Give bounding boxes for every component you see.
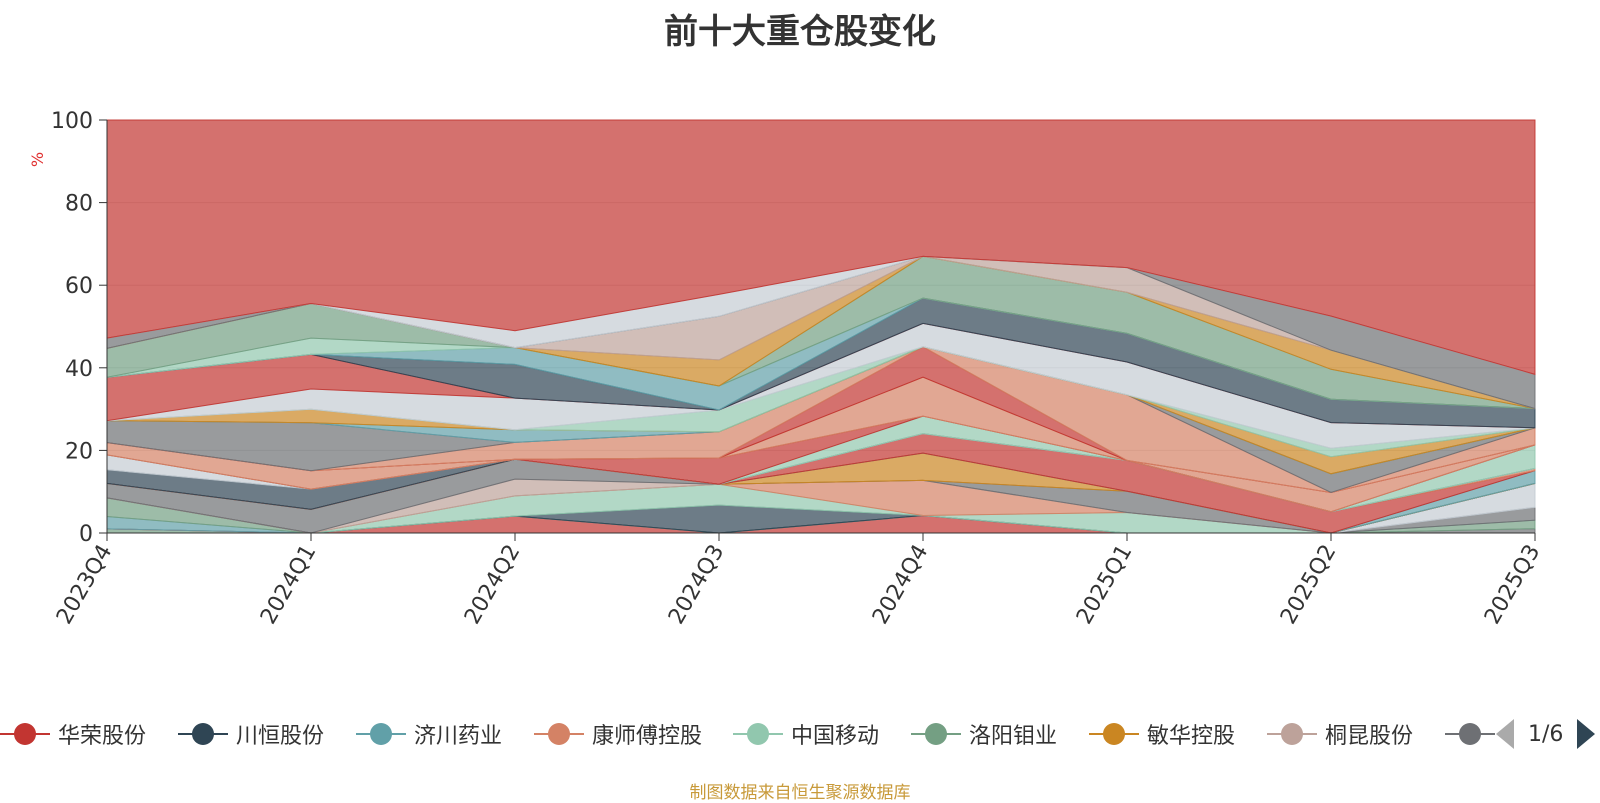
legend-label: 川恒股份 — [236, 724, 325, 749]
legend-label: 康师傅控股 — [592, 724, 703, 749]
legend-item[interactable]: 洛阳钼业 — [911, 716, 1057, 752]
legend-label: 济川药业 — [414, 724, 503, 749]
legend-marker-icon — [1089, 722, 1139, 746]
data-source-note: 制图数据来自恒生聚源数据库 — [689, 783, 911, 803]
legend-marker-icon — [0, 722, 50, 746]
y-tick-label: 40 — [65, 357, 93, 382]
legend-item[interactable]: 华荣股份 — [0, 716, 146, 752]
legend-next-arrow-icon[interactable] — [1577, 719, 1596, 749]
x-tick-label: 2024Q3 — [664, 541, 729, 629]
area-series — [106, 119, 1536, 534]
legend-label: 敏华控股 — [1147, 724, 1236, 749]
legend-label: 中国移动 — [791, 724, 880, 749]
x-tick-label: 2023Q4 — [52, 541, 117, 629]
y-tick-label: 0 — [79, 522, 93, 547]
legend-prev-arrow-icon[interactable] — [1496, 719, 1514, 749]
legend-label: 华荣股份 — [58, 724, 147, 749]
x-tick-label: 2025Q3 — [1480, 541, 1545, 629]
legend-item[interactable]: 敏华控股 — [1089, 716, 1235, 752]
legend-marker-icon — [534, 722, 584, 746]
legend-label: 桐昆股份 — [1325, 724, 1414, 749]
x-tick-label: 2024Q1 — [256, 541, 321, 629]
y-tick-label: 100 — [51, 109, 93, 134]
chart-title: 前十大重仓股变化 — [664, 12, 936, 52]
legend-item[interactable]: 中国移动 — [733, 716, 879, 752]
legend-marker-icon — [178, 722, 228, 746]
legend-marker-icon — [1445, 722, 1495, 746]
y-axis-label: % — [28, 151, 48, 168]
legend-marker-icon — [733, 722, 783, 746]
legend-item[interactable]: 康师傅控股 — [534, 716, 702, 752]
x-tick-label: 2025Q2 — [1276, 541, 1341, 629]
legend-item[interactable]: 济川药业 — [356, 716, 502, 752]
x-tick-label: 2025Q1 — [1072, 541, 1137, 629]
legend-marker-icon — [911, 722, 961, 746]
legend-marker-icon — [356, 722, 406, 746]
legend-page-indicator: 1/6 — [1528, 721, 1564, 747]
legend-pager: 1/6 — [1496, 716, 1596, 752]
x-tick-label: 2024Q4 — [868, 541, 933, 629]
legend: 华荣股份 川恒股份 济川药业 康师傅控股 中国移动 洛阳钼业 敏华控股 桐昆股份 — [0, 716, 1600, 752]
legend-item[interactable]: 川恒股份 — [178, 716, 324, 752]
y-tick-label: 20 — [65, 439, 93, 464]
legend-item[interactable]: 桐昆股份 — [1267, 716, 1413, 752]
x-tick-label: 2024Q2 — [460, 541, 525, 629]
y-tick-label: 60 — [65, 274, 93, 299]
legend-item[interactable] — [1445, 716, 1495, 752]
legend-marker-icon — [1267, 722, 1317, 746]
area-series-37 — [106, 119, 1536, 376]
legend-label: 洛阳钼业 — [969, 724, 1058, 749]
y-tick-label: 80 — [65, 192, 93, 217]
